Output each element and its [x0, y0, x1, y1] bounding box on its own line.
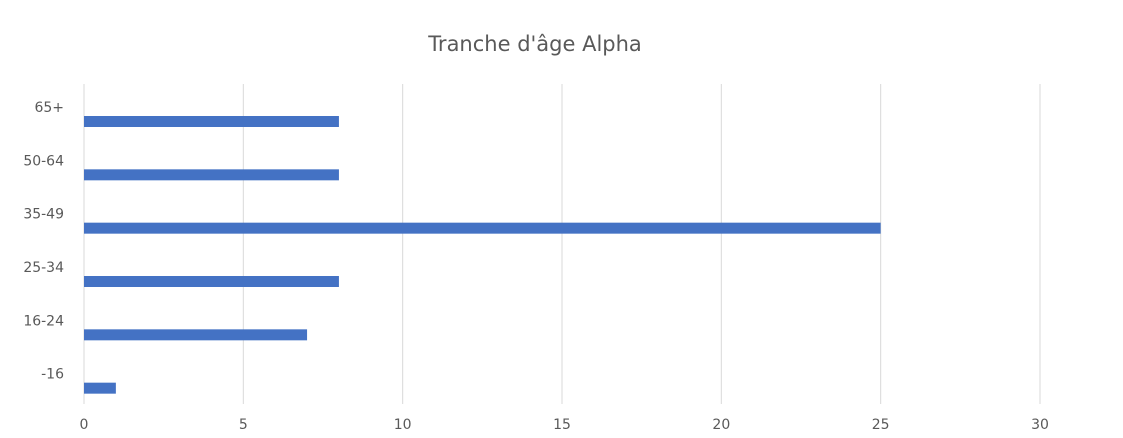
x-tick-label: 25 [872, 417, 890, 433]
bar [84, 329, 308, 341]
bar [84, 222, 881, 234]
y-tick-label: -16 [41, 367, 64, 383]
y-tick-label: 35-49 [23, 207, 64, 223]
y-tick-label: 65+ [34, 100, 64, 116]
x-tick-label: 15 [553, 417, 571, 433]
y-tick-label: 50-64 [23, 153, 64, 169]
bar [84, 116, 339, 127]
chart-title: Tranche d'âge Alpha [427, 32, 642, 56]
bar [84, 276, 339, 287]
bar [84, 169, 339, 181]
y-tick-label: 16-24 [23, 313, 64, 329]
x-tick-label: 20 [712, 417, 730, 433]
x-tick-label: 5 [239, 417, 248, 433]
x-tick-label: 30 [1031, 417, 1049, 433]
x-tick-label: 0 [80, 417, 89, 433]
y-tick-label: 25-34 [23, 260, 64, 276]
bar [84, 382, 116, 394]
x-tick-label: 10 [394, 417, 412, 433]
